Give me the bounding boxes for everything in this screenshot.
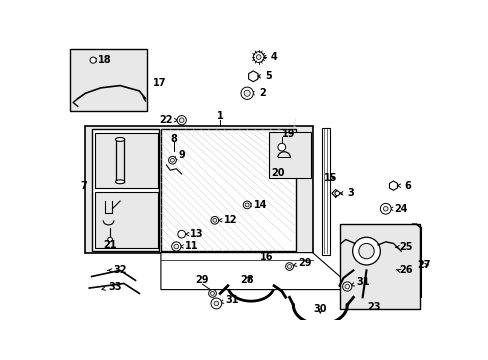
Circle shape [170,158,174,162]
Text: 1: 1 [216,111,223,121]
Text: 6: 6 [396,181,410,191]
Text: 24: 24 [388,204,407,214]
Text: 22: 22 [159,115,178,125]
Text: 4: 4 [262,52,277,62]
Text: 31: 31 [219,294,238,305]
Polygon shape [248,71,258,82]
Text: 18: 18 [92,55,111,65]
Text: 16: 16 [259,252,273,262]
Text: 28: 28 [240,275,253,285]
Bar [91,130,159,251]
Circle shape [244,90,250,96]
Circle shape [344,284,349,289]
Circle shape [358,243,373,259]
Bar [70,49,147,111]
Circle shape [210,292,214,295]
Text: 2: 2 [250,88,265,98]
Text: 12: 12 [218,215,237,225]
Circle shape [208,289,216,297]
Circle shape [214,301,218,306]
Text: 33: 33 [102,282,121,292]
Circle shape [107,237,112,242]
Text: 9: 9 [173,150,184,160]
Circle shape [277,143,285,151]
Circle shape [287,265,291,269]
Circle shape [90,57,96,63]
Text: 11: 11 [179,242,198,252]
Bar [321,128,329,255]
Text: 27: 27 [417,260,430,270]
Text: 20: 20 [271,167,284,177]
Polygon shape [388,181,397,190]
Circle shape [253,52,264,62]
Text: 10: 10 [105,136,121,146]
Text: 23: 23 [366,302,380,311]
Bar [95,192,158,248]
Circle shape [210,216,218,224]
Bar [268,132,310,178]
Circle shape [285,263,293,270]
Bar [161,130,295,251]
Circle shape [178,230,185,238]
Polygon shape [161,253,354,289]
Text: 7: 7 [81,181,87,191]
Text: 15: 15 [323,173,336,183]
Text: 14: 14 [247,200,267,210]
Circle shape [243,201,250,209]
Text: 21: 21 [103,240,117,250]
Circle shape [177,116,186,125]
Text: 30: 30 [313,304,326,314]
Text: 8: 8 [170,134,177,144]
Circle shape [174,244,178,249]
Text: 13: 13 [184,229,203,239]
Circle shape [171,242,181,251]
Bar [85,126,312,253]
Text: 19: 19 [282,129,295,139]
Circle shape [334,191,339,195]
Text: 32: 32 [107,265,126,275]
Text: 25: 25 [399,242,412,252]
Circle shape [168,156,176,164]
Text: 29: 29 [195,275,209,285]
Text: 3: 3 [339,188,354,198]
Circle shape [210,298,221,309]
Circle shape [256,55,261,59]
Text: 5: 5 [257,71,271,81]
Circle shape [352,237,380,265]
Circle shape [244,203,248,207]
Text: 17: 17 [153,78,166,88]
Text: 31: 31 [350,277,368,287]
Bar [339,224,420,309]
Text: 26: 26 [399,265,412,275]
Ellipse shape [115,180,124,184]
Circle shape [383,206,387,211]
Text: 29: 29 [292,258,311,267]
Circle shape [179,118,183,122]
Bar [95,132,158,188]
Circle shape [241,87,253,99]
Circle shape [380,203,390,214]
Ellipse shape [115,138,124,141]
Circle shape [212,219,216,222]
Circle shape [342,282,351,291]
